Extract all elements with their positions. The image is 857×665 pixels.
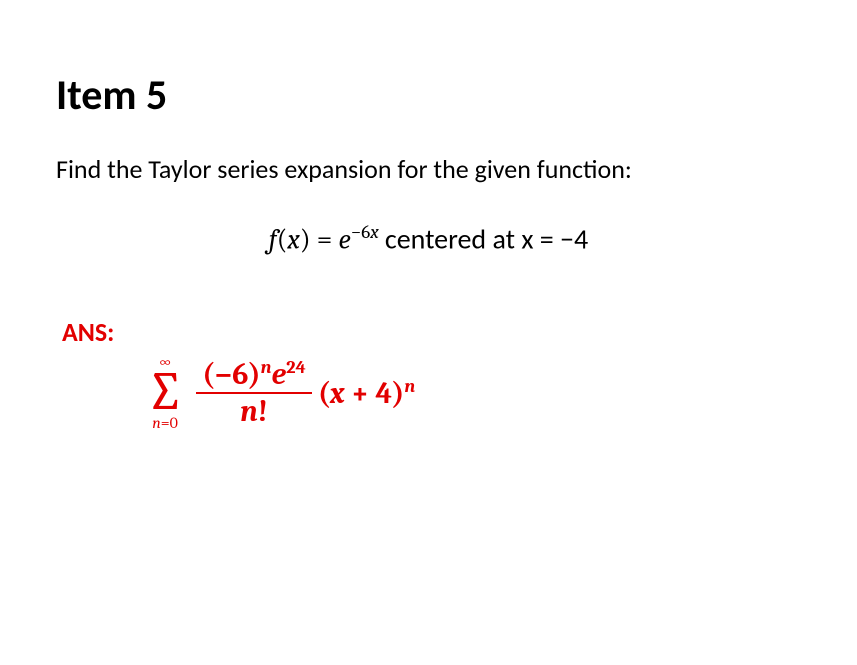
tail-exp-n: n <box>404 375 415 397</box>
centered-at-text: centered at x = <box>385 221 560 256</box>
tail-paren-close: ) <box>392 376 404 411</box>
given-function-equation: f(x) = e−6x centered at x = −4 <box>56 221 801 256</box>
item-heading: Item 5 <box>56 70 801 121</box>
summation-symbol: ∞ ∑ n=0 <box>146 354 184 431</box>
tail-paren-open: ( <box>318 376 330 411</box>
tail-plus4: + 4 <box>345 376 393 411</box>
lparen: ( <box>277 223 288 255</box>
function-arg: x <box>287 223 300 255</box>
fraction: (−6)ne24 n! <box>196 358 312 428</box>
sum-index-var: n <box>152 414 161 432</box>
problem-prompt: Find the Taylor series expansion for the… <box>56 153 801 185</box>
exp-base: e <box>338 223 350 255</box>
denominator: n! <box>234 396 274 428</box>
num-exp-n: n <box>261 356 272 378</box>
exp-coeff: −6 <box>351 221 371 243</box>
exp-var: x <box>370 221 379 243</box>
num-paren-close: ) <box>248 357 260 392</box>
num-paren-open: ( <box>202 357 214 392</box>
sigma-glyph: ∑ <box>146 368 184 417</box>
equals: = <box>317 223 339 255</box>
answer-formula: ∞ ∑ n=0 (−6)ne24 n! (x + 4)n <box>146 354 801 431</box>
function-name: f <box>269 223 277 255</box>
den-n: n <box>240 394 257 429</box>
num-e: e <box>271 357 286 392</box>
rparen: ) <box>300 223 311 255</box>
num-e-exp: 24 <box>286 356 306 378</box>
answer-block: ANS: ∞ ∑ n=0 (−6)ne24 n! (x + 4)n <box>56 316 801 431</box>
power-term: (x + 4)n <box>318 375 415 411</box>
center-value: −4 <box>560 221 588 256</box>
sum-lower-limit: n=0 <box>152 415 178 431</box>
numerator: (−6)ne24 <box>196 358 312 391</box>
tail-x: x <box>330 376 344 411</box>
exp-exponent: −6x <box>351 221 379 243</box>
document-page: Item 5 Find the Taylor series expansion … <box>0 0 857 451</box>
num-neg6: −6 <box>214 357 248 392</box>
den-factorial: ! <box>258 394 268 429</box>
answer-label: ANS: <box>62 316 801 348</box>
sum-index-eq: =0 <box>161 414 178 432</box>
